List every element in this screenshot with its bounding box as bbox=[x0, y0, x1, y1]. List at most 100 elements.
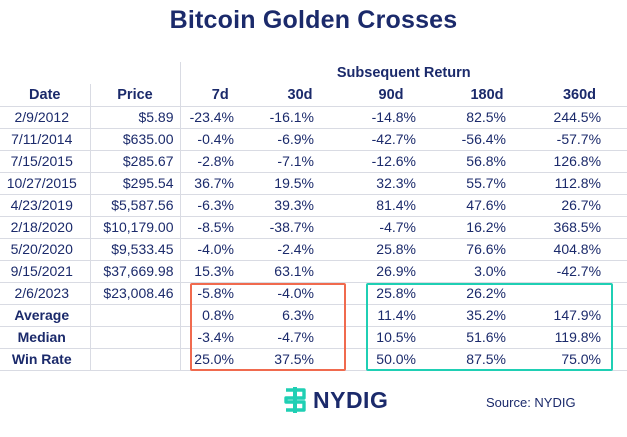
column-header: 360d bbox=[532, 84, 627, 107]
return-cell: -12.6% bbox=[340, 150, 442, 173]
stat-rows: Average 0.8% 6.3% 11.4% 35.2% 147.9% Median -3.… bbox=[0, 304, 627, 371]
return-cell: -4.0% bbox=[179, 238, 260, 261]
return-cell: -57.7% bbox=[532, 128, 627, 151]
column-header: 7d bbox=[179, 84, 260, 107]
return-cell: 35.2% bbox=[442, 304, 532, 327]
date-cell: 2/6/2023 bbox=[0, 282, 90, 305]
date-cell: 2/18/2020 bbox=[0, 216, 90, 239]
column-header: 30d bbox=[260, 84, 340, 107]
return-cell: -4.7% bbox=[260, 326, 340, 349]
group-header-row: Subsequent Return bbox=[0, 62, 627, 84]
date-cell: 2/9/2012 bbox=[0, 106, 90, 129]
return-cell: 147.9% bbox=[532, 304, 627, 327]
short-term-highlight-box bbox=[190, 283, 346, 371]
return-cell: 82.5% bbox=[442, 106, 532, 129]
date-cell: 10/27/2015 bbox=[0, 172, 90, 195]
return-cell: 63.1% bbox=[260, 260, 340, 283]
return-cell: 37.5% bbox=[260, 348, 340, 371]
price-cell: $5,587.56 bbox=[89, 194, 180, 217]
stat-label: Win Rate bbox=[0, 348, 90, 371]
nydig-logo-icon bbox=[284, 387, 306, 413]
return-cell: -4.0% bbox=[260, 282, 340, 305]
table-row: 7/11/2014 $635.00 -0.4% -6.9% -42.7% -56.4% -5… bbox=[0, 128, 627, 151]
nydig-logo: NYDIG bbox=[283, 386, 388, 414]
return-cell: -8.5% bbox=[179, 216, 260, 239]
return-cell: -3.4% bbox=[179, 326, 260, 349]
price-cell: $295.54 bbox=[89, 172, 180, 195]
date-cell: 7/15/2015 bbox=[0, 150, 90, 173]
return-cell: 26.7% bbox=[532, 194, 627, 217]
return-cell: 15.3% bbox=[179, 260, 260, 283]
stat-row: Median -3.4% -4.7% 10.5% 51.6% 119.8% bbox=[0, 326, 627, 349]
stat-label: Average bbox=[0, 304, 90, 327]
column-header: 180d bbox=[442, 84, 532, 107]
return-cell bbox=[532, 282, 627, 305]
column-header-row: Date Price 7d 30d 90d 180d 360d bbox=[0, 84, 627, 107]
return-cell: 51.6% bbox=[442, 326, 532, 349]
return-cell: -4.7% bbox=[340, 216, 442, 239]
long-term-highlight-box bbox=[366, 283, 613, 371]
return-cell: -42.7% bbox=[340, 128, 442, 151]
subsequent-return-header: Subsequent Return bbox=[179, 62, 627, 84]
return-cell: 47.6% bbox=[442, 194, 532, 217]
return-cell: 126.8% bbox=[532, 150, 627, 173]
return-cell: 32.3% bbox=[340, 172, 442, 195]
return-cell: 368.5% bbox=[532, 216, 627, 239]
table-row: 9/15/2021 $37,669.98 15.3% 63.1% 26.9% 3.0% -4… bbox=[0, 260, 627, 283]
price-cell bbox=[89, 326, 180, 349]
return-cell: 25.8% bbox=[340, 238, 442, 261]
return-cell: 26.2% bbox=[442, 282, 532, 305]
table-row: 4/23/2019 $5,587.56 -6.3% 39.3% 81.4% 47.6% 26… bbox=[0, 194, 627, 217]
date-cell: 9/15/2021 bbox=[0, 260, 90, 283]
return-cell: 11.4% bbox=[340, 304, 442, 327]
price-cell: $9,533.45 bbox=[89, 238, 180, 261]
return-cell: 76.6% bbox=[442, 238, 532, 261]
price-cell: $285.67 bbox=[89, 150, 180, 173]
return-cell: -7.1% bbox=[260, 150, 340, 173]
return-cell: 19.5% bbox=[260, 172, 340, 195]
price-cell: $5.89 bbox=[89, 106, 180, 129]
table-row: 2/18/2020 $10,179.00 -8.5% -38.7% -4.7% 16.2%… bbox=[0, 216, 627, 239]
stat-row: Win Rate 25.0% 37.5% 50.0% 87.5% 75.0% bbox=[0, 348, 627, 371]
return-cell: -2.4% bbox=[260, 238, 340, 261]
golden-cross-table: Subsequent Return Date Price 7d 30d 90d … bbox=[0, 62, 627, 371]
price-cell bbox=[89, 304, 180, 327]
stat-label: Median bbox=[0, 326, 90, 349]
date-cell: 7/11/2014 bbox=[0, 128, 90, 151]
data-rows: 2/9/2012 $5.89 -23.4% -16.1% -14.8% 82.5% 244.… bbox=[0, 106, 627, 305]
table-row: 5/20/2020 $9,533.45 -4.0% -2.4% 25.8% 76.6% 40… bbox=[0, 238, 627, 261]
logo-text: NYDIG bbox=[313, 386, 389, 413]
return-cell: -14.8% bbox=[340, 106, 442, 129]
return-cell: -2.8% bbox=[179, 150, 260, 173]
return-cell: 55.7% bbox=[442, 172, 532, 195]
return-cell: 36.7% bbox=[179, 172, 260, 195]
return-cell: -0.4% bbox=[179, 128, 260, 151]
date-cell: 4/23/2019 bbox=[0, 194, 90, 217]
date-cell: 5/20/2020 bbox=[0, 238, 90, 261]
column-header: Price bbox=[89, 84, 180, 107]
return-cell: 119.8% bbox=[532, 326, 627, 349]
return-cell: 26.9% bbox=[340, 260, 442, 283]
return-cell: 0.8% bbox=[179, 304, 260, 327]
price-cell: $10,179.00 bbox=[89, 216, 180, 239]
price-cell: $635.00 bbox=[89, 128, 180, 151]
return-cell: 25.0% bbox=[179, 348, 260, 371]
return-cell: 56.8% bbox=[442, 150, 532, 173]
source-note: Source: NYDIG bbox=[486, 395, 576, 410]
column-header: Date bbox=[0, 84, 90, 107]
return-cell: -42.7% bbox=[532, 260, 627, 283]
return-cell: 3.0% bbox=[442, 260, 532, 283]
page-title: Bitcoin Golden Crosses bbox=[169, 6, 458, 34]
return-cell: 81.4% bbox=[340, 194, 442, 217]
price-cell: $37,669.98 bbox=[89, 260, 180, 283]
return-cell: -6.9% bbox=[260, 128, 340, 151]
column-header: 90d bbox=[340, 84, 442, 107]
return-cell: 10.5% bbox=[340, 326, 442, 349]
return-cell: -6.3% bbox=[179, 194, 260, 217]
return-cell: 244.5% bbox=[532, 106, 627, 129]
return-cell: 39.3% bbox=[260, 194, 340, 217]
table-row: 2/6/2023 $23,008.46 -5.8% -4.0% 25.8% 26.2% bbox=[0, 282, 627, 305]
stat-row: Average 0.8% 6.3% 11.4% 35.2% 147.9% bbox=[0, 304, 627, 327]
return-cell: 112.8% bbox=[532, 172, 627, 195]
return-cell: 16.2% bbox=[442, 216, 532, 239]
